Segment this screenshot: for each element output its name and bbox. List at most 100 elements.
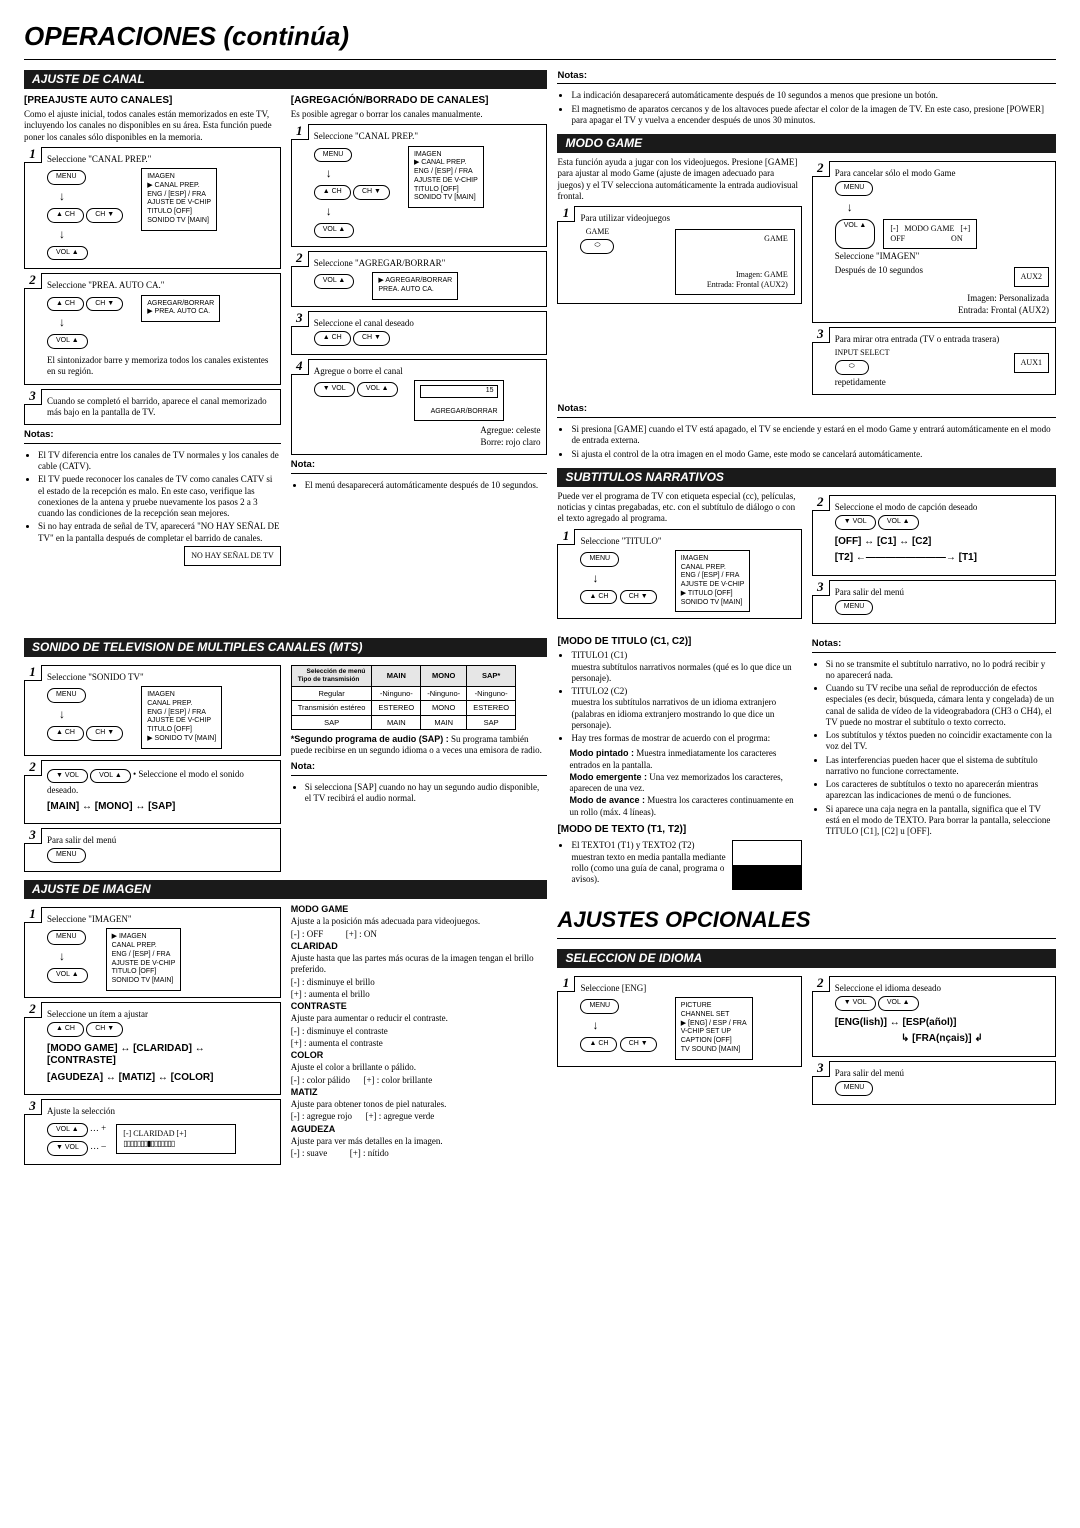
modo-game-h: MODO GAME: [291, 904, 349, 914]
ch-down-button[interactable]: CH ▼: [620, 590, 657, 605]
step-text: Seleccione "CANAL PREP.": [314, 131, 541, 142]
step-num: 1: [24, 147, 42, 163]
idioma-step-3: 3 Para salir del menú MENU: [812, 1061, 1056, 1105]
modo-texto-body: El TEXTO1 (T1) y TEXTO2 (T2) muestran te…: [557, 840, 725, 888]
ch-down-button[interactable]: CH ▼: [86, 208, 123, 223]
vol-up-button[interactable]: VOL ▲: [47, 334, 88, 349]
vol-up-button[interactable]: VOL ▲: [835, 219, 876, 249]
menu-button[interactable]: MENU: [314, 148, 353, 163]
ch-down-button[interactable]: CH ▼: [86, 1022, 123, 1037]
canal-step-3: 3 Cuando se completó el barrido, aparece…: [24, 389, 281, 426]
ch-down-button[interactable]: CH ▼: [86, 726, 123, 741]
step-num: 3: [812, 327, 830, 343]
section-ajuste-imagen: AJUSTE DE IMAGEN: [24, 880, 547, 899]
ch-up-button[interactable]: ▲ CH: [314, 331, 351, 346]
vol-down-button[interactable]: ▼ VOL: [47, 769, 88, 784]
preajuste-intro: Como el ajuste inicial, todos canales es…: [24, 109, 281, 143]
caption-seq: [OFF] ↔ [C1] ↔ [C2]: [835, 536, 1049, 549]
menu-button[interactable]: MENU: [47, 930, 86, 945]
vol-up-button[interactable]: VOL ▲: [90, 769, 131, 784]
arrow-icon: [580, 1018, 656, 1033]
vol-up-button[interactable]: VOL ▲: [314, 223, 355, 238]
vol-up-button[interactable]: VOL ▲: [47, 1123, 88, 1138]
section-ajuste-canal: AJUSTE DE CANAL: [24, 70, 547, 89]
menu-button[interactable]: MENU: [835, 600, 874, 615]
ch-up-button[interactable]: ▲ CH: [47, 726, 84, 741]
step-text: Ajuste la selección: [47, 1106, 274, 1117]
step-num: 1: [557, 206, 575, 222]
vol-up-button[interactable]: VOL ▲: [357, 382, 398, 397]
step-num: 1: [24, 907, 42, 923]
input-select-button[interactable]: ⬭: [835, 360, 869, 375]
vol-up-button[interactable]: VOL ▲: [47, 968, 88, 983]
rule: [557, 83, 1056, 84]
agregacion-intro: Es posible agregar o borrar los canales …: [291, 109, 548, 120]
step-text: Seleccione "CANAL PREP.": [47, 154, 274, 165]
vol-down-button[interactable]: ▼ VOL: [835, 515, 876, 530]
arrow-icon: [47, 189, 123, 204]
step-num: 2: [24, 760, 42, 776]
step-num: 1: [291, 124, 309, 140]
canal-step-1: 1 Seleccione "CANAL PREP." MENU ▲ CH CH …: [24, 147, 281, 270]
step-text: Para utilizar videojuegos: [580, 213, 794, 224]
preajuste-head: [PREAJUSTE AUTO CANALES]: [24, 95, 281, 108]
step-text: Para salir del menú: [835, 587, 1049, 598]
vol-up-button[interactable]: VOL ▲: [47, 246, 88, 261]
agr-step-2: 2 Seleccione "AGREGAR/BORRAR" VOL ▲ AGRE…: [291, 251, 548, 307]
notas-head: Notas:: [557, 70, 1056, 82]
entrada-frontal: Entrada: Frontal (AUX2): [835, 305, 1049, 316]
osd-menu: AGREGAR/BORRAR PREA. AUTO CA.: [141, 295, 220, 323]
claridad-bar: [-] CLARIDAD [+] ▯▯▯▯▯▯▯▮▯▯▯▯▯▯▯: [116, 1124, 236, 1154]
ch-up-button[interactable]: ▲ CH: [47, 208, 84, 223]
menu-button[interactable]: MENU: [47, 688, 86, 703]
ch-down-button[interactable]: CH ▼: [620, 1037, 657, 1052]
menu-button[interactable]: MENU: [580, 999, 619, 1014]
sub-step-1: 1 Seleccione "TITULO" MENU ▲ CH CH ▼ I: [557, 529, 801, 620]
game-button[interactable]: ⬭: [580, 239, 614, 254]
canal-step-2: 2 Seleccione "PREA. AUTO CA." ▲ CH CH ▼ …: [24, 273, 281, 384]
ch-up-button[interactable]: ▲ CH: [314, 185, 351, 200]
nota-list: El menú desaparecerá automáticamente des…: [291, 480, 548, 491]
vol-down-button[interactable]: ▼ VOL: [835, 996, 876, 1011]
step-text: Seleccione "AGREGAR/BORRAR": [314, 258, 541, 269]
menu-button[interactable]: MENU: [835, 1081, 874, 1096]
menu-button[interactable]: MENU: [47, 170, 86, 185]
modo-game-bar: [-] MODO GAME [+] OFF ON: [883, 219, 977, 249]
aux1-box: AUX1: [1014, 353, 1049, 373]
step-text: Seleccione [ENG]: [580, 983, 794, 994]
title-rule: [24, 59, 1056, 60]
vol-down-button[interactable]: ▼ VOL: [314, 382, 355, 397]
notas-head: Notas:: [557, 403, 1056, 415]
ch-up-button[interactable]: ▲ CH: [580, 590, 617, 605]
agr-step-3: 3 Seleccione el canal deseado ▲ CH CH ▼: [291, 311, 548, 355]
osd-box: 15 AGREGAR/BORRAR: [414, 380, 504, 422]
page-title: OPERACIONES (continúa): [24, 20, 1056, 53]
mts-step-3: 3 Para salir del menú MENU: [24, 828, 281, 872]
agr-step-4: 4 Agregue o borre el canal ▼ VOL VOL ▲ 1…: [291, 359, 548, 455]
ch-down-button[interactable]: CH ▼: [353, 185, 390, 200]
img-seq1: [MODO GAME] ↔ [CLARIDAD] ↔ [CONTRASTE]: [47, 1043, 274, 1068]
menu-button[interactable]: MENU: [835, 181, 874, 196]
ch-down-button[interactable]: CH ▼: [86, 297, 123, 312]
matiz-h: MATIZ: [291, 1087, 318, 1097]
mts-seq: [MAIN] ↔ [MONO] ↔ [SAP]: [47, 801, 274, 814]
step-num: 2: [24, 273, 42, 289]
no-signal-box: NO HAY SEÑAL DE TV: [184, 546, 281, 566]
ch-down-button[interactable]: CH ▼: [353, 331, 390, 346]
vol-up-button[interactable]: VOL ▲: [878, 515, 919, 530]
ch-up-button[interactable]: ▲ CH: [47, 1022, 84, 1037]
menu-button[interactable]: MENU: [47, 848, 86, 863]
color-t: Ajuste el color a brillante o pálido.: [291, 1062, 548, 1073]
step-text: Cuando se completó el barrido, aparece e…: [47, 396, 274, 419]
notas-head: Notas:: [812, 638, 1056, 650]
vol-up-button[interactable]: VOL ▲: [314, 274, 355, 289]
half-screen-icon: [732, 840, 802, 890]
ch-up-button[interactable]: ▲ CH: [47, 297, 84, 312]
menu-button[interactable]: MENU: [580, 552, 619, 567]
osd-menu: IMAGEN CANAL PREP. ENG / [ESP] / FRA AJU…: [141, 686, 222, 749]
ch-up-button[interactable]: ▲ CH: [580, 1037, 617, 1052]
idioma-step-2: 2 Seleccione el idioma deseado ▼ VOL VOL…: [812, 976, 1056, 1057]
vol-up-button[interactable]: VOL ▲: [878, 996, 919, 1011]
vol-down-button[interactable]: ▼ VOL: [47, 1141, 88, 1156]
osd-menu: IMAGEN CANAL PREP. ENG / [ESP] / FRA AJU…: [675, 550, 751, 613]
